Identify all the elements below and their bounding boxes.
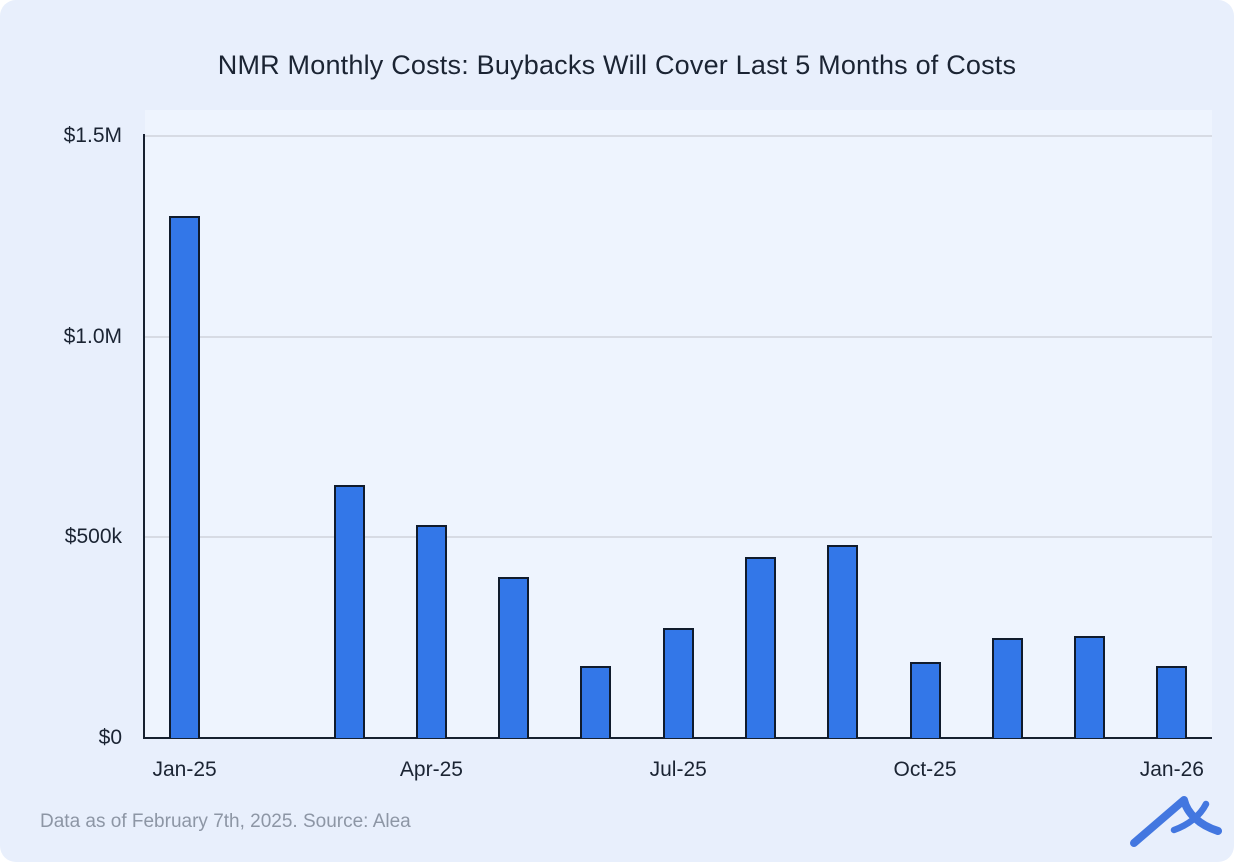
gridline--500k <box>145 536 1212 539</box>
alea-logo <box>1130 796 1222 847</box>
bar-mar-25 <box>333 485 365 738</box>
x-tick-label-jan-25: Jan-25 <box>152 758 217 781</box>
x-tick-label-oct-25: Oct-25 <box>893 758 957 781</box>
y-tick-label--0: $0 <box>98 726 122 749</box>
x-tick-label-jan-26: Jan-26 <box>1139 758 1204 781</box>
bar-oct-25 <box>909 661 941 738</box>
bar-apr-25 <box>415 525 447 738</box>
bar-may-25 <box>498 577 530 738</box>
bar-jun-25 <box>580 665 612 738</box>
y-tick-label--500k: $500k <box>64 525 122 549</box>
gridline--1-5m <box>145 135 1212 137</box>
y-tick-label--1-0m: $1.0M <box>63 324 122 348</box>
x-axis-line <box>143 737 1212 739</box>
chart-title: NMR Monthly Costs: Buybacks Will Cover L… <box>217 50 1017 80</box>
y-axis-line <box>143 134 145 739</box>
x-tick-label-apr-25: Apr-25 <box>399 758 463 781</box>
bar-jul-25 <box>662 627 694 738</box>
gridline--1-0m <box>145 335 1212 338</box>
bar-jan-25 <box>169 216 201 738</box>
bar-nov-25 <box>991 637 1023 738</box>
x-tick-label-jul-25: Jul-25 <box>649 758 707 781</box>
alea-logo-cross-stroke <box>1170 800 1210 834</box>
y-tick-label--1-5m: $1.5M <box>63 124 122 147</box>
bar-aug-25 <box>744 557 776 738</box>
bar-sep-25 <box>827 545 859 738</box>
bar-jan-26 <box>1156 665 1188 738</box>
data-source-note: Data as of February 7th, 2025. Source: A… <box>40 811 411 832</box>
bar-dec-25 <box>1074 635 1106 738</box>
